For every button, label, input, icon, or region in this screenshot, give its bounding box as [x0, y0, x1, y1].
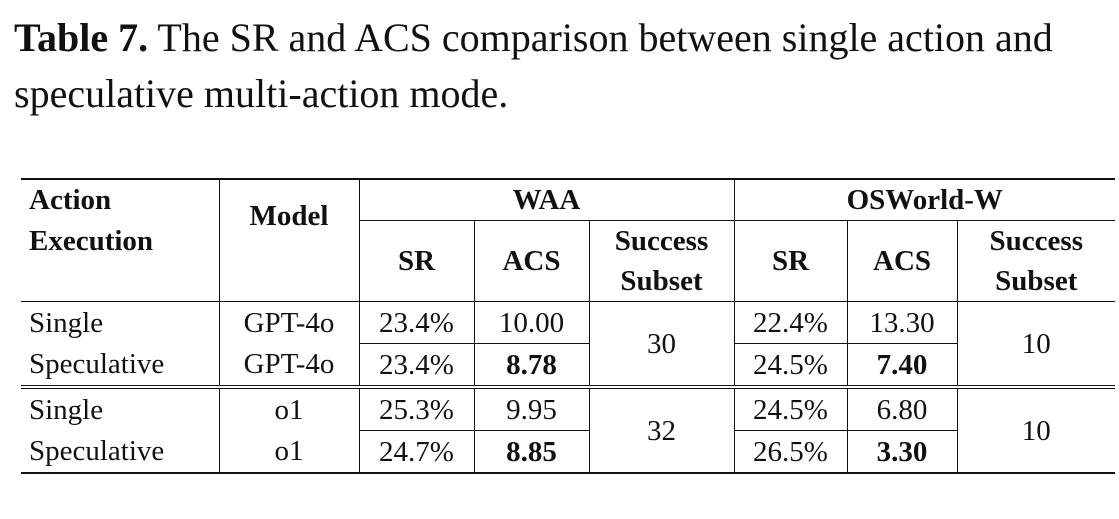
cell-execution: Speculative	[21, 430, 220, 473]
cell-model: o1	[219, 387, 360, 431]
results-table: Action Execution Model WAA OSWorld-W SR …	[21, 178, 1116, 474]
header-action-line2: Execution	[29, 225, 154, 257]
cell-waa-sr: 25.3%	[359, 387, 475, 431]
cell-execution: Speculative	[21, 343, 220, 387]
cell-execution: Single	[21, 301, 220, 344]
table-caption: Table 7. The SR and ACS comparison betwe…	[14, 10, 1114, 122]
caption-label: Table 7.	[14, 15, 149, 60]
header-waa-acs: ACS	[474, 220, 590, 302]
caption-text: The SR and ACS comparison between single…	[14, 15, 1053, 116]
cell-waa-acs: 8.78	[474, 343, 590, 387]
header-model: Model	[219, 179, 360, 302]
cell-os-sr: 24.5%	[734, 387, 848, 431]
cell-waa-sr: 23.4%	[359, 301, 475, 344]
cell-os-sr: 22.4%	[734, 301, 848, 344]
cell-waa-acs: 9.95	[474, 387, 590, 431]
table-row: Speculative GPT-4o 23.4% 8.78 24.5% 7.40	[21, 343, 1115, 387]
header-row-group: Action Execution Model WAA OSWorld-W	[21, 179, 1116, 302]
cell-os-sr: 26.5%	[734, 430, 848, 473]
header-os-acs: ACS	[847, 220, 958, 302]
header-waa-sr: SR	[359, 220, 475, 302]
table-row: Single GPT-4o 23.4% 10.00 30 22.4% 13.30…	[21, 301, 1116, 387]
header-waa-success-subset: Success Subset	[589, 220, 735, 302]
cell-os-success-subset: 10	[1021, 327, 1051, 360]
cell-waa-success-subset: 32	[589, 387, 735, 473]
cell-waa-sr: 23.4%	[359, 343, 475, 387]
cell-execution: Single	[21, 387, 220, 431]
header-success-line1: Success	[614, 225, 709, 257]
cell-os-acs: 6.80	[847, 387, 958, 431]
table-row: Speculative o1 24.7% 8.85 26.5% 3.30	[21, 430, 1116, 473]
cell-waa-acs: 8.85	[474, 430, 590, 473]
header-row-sub: SR ACS Success Subset SR ACS Success Sub…	[21, 220, 1115, 302]
cell-os-acs: 13.30	[847, 301, 958, 344]
cell-model: o1	[219, 430, 360, 473]
cell-os-acs: 3.30	[847, 430, 958, 473]
header-group-waa: WAA	[359, 179, 735, 221]
cell-waa-sr: 24.7%	[359, 430, 475, 473]
header-os-sr: SR	[734, 220, 848, 302]
cell-waa-acs: 10.00	[474, 301, 590, 344]
header-success-line2: Subset	[995, 265, 1078, 297]
cell-os-sr: 24.5%	[734, 343, 848, 387]
header-group-osworld: OSWorld-W	[734, 179, 1116, 221]
cell-model: GPT-4o	[219, 343, 360, 387]
cell-os-acs: 7.40	[847, 343, 958, 387]
header-success-line1: Success	[989, 225, 1083, 257]
header-action-line1: Action	[29, 184, 112, 216]
header-os-success-subset: Success Subset	[957, 221, 1115, 302]
header-action-execution: Action Execution	[21, 179, 220, 302]
table-row: Single o1 25.3% 9.95 32 24.5% 6.80 10	[21, 387, 1116, 473]
cell-waa-success-subset: 30	[589, 301, 735, 387]
cell-os-success-subset: 10	[1021, 414, 1051, 447]
cell-model: GPT-4o	[219, 301, 360, 344]
header-success-line2: Subset	[620, 265, 703, 297]
